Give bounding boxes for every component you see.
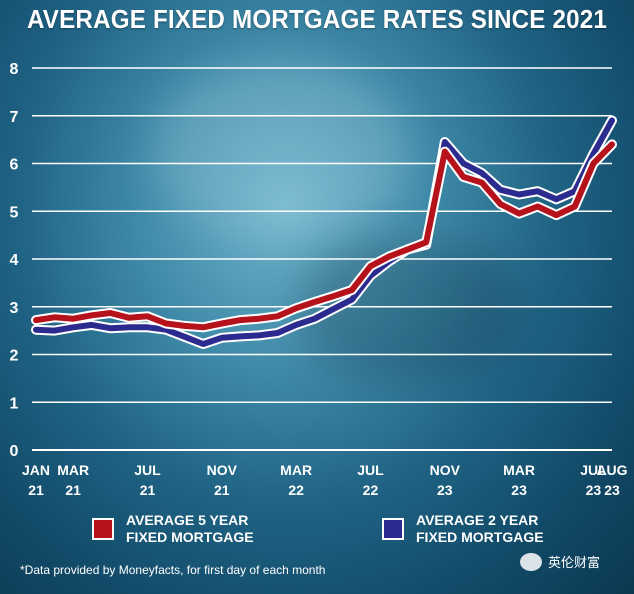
series-outline-two_year	[31, 115, 617, 349]
x-tick-label: 23	[586, 482, 602, 498]
x-tick-label: 21	[28, 482, 44, 498]
y-tick-label: 4	[10, 252, 19, 269]
legend-swatch-five-year	[92, 518, 114, 540]
x-tick-label: 21	[65, 482, 81, 498]
x-axis-ticks: JAN 21 MAR 21 JUL 21 NOV 21 MAR 22 JUL 22 NOV 23 MAR 23…	[22, 462, 628, 498]
y-tick-label: 7	[10, 109, 19, 126]
chart-title: AVERAGE FIXED MORTGAGE RATES SINCE 2021	[26, 4, 608, 34]
x-tick-label: 23	[511, 482, 527, 498]
x-tick-label: JUL	[134, 462, 161, 478]
y-tick-label: 2	[10, 348, 19, 365]
legend-swatch-two-year	[382, 518, 404, 540]
y-tick-label: 3	[10, 300, 19, 317]
x-tick-label: MAR	[503, 462, 535, 478]
wechat-icon	[520, 552, 542, 571]
series-line-five_year	[33, 141, 615, 331]
x-tick-label: JUL	[357, 462, 384, 478]
x-tick-label: NOV	[207, 462, 238, 478]
y-tick-label: 5	[10, 204, 19, 221]
legend-label-five-year: AVERAGE 5 YEAR FIXED MORTGAGE	[126, 512, 254, 545]
footnote: *Data provided by Moneyfacts, for first …	[20, 563, 326, 577]
x-tick-label: 21	[214, 482, 230, 498]
gridlines	[32, 67, 612, 451]
y-tick-label: 0	[10, 443, 19, 460]
y-tick-label: 6	[10, 157, 19, 174]
y-axis-ticks: 0 1 2 3 4 5 6 7 8	[10, 61, 19, 460]
x-tick-label: JUL	[580, 462, 607, 478]
legend-item-five-year: AVERAGE 5 YEAR FIXED MORTGAGE	[92, 512, 276, 546]
x-tick-label: 23	[437, 482, 453, 498]
y-tick-label: 1	[10, 395, 19, 412]
series-line-two_year	[33, 117, 615, 347]
x-tick-label: MAR	[57, 462, 89, 478]
watermark-text: 英伦财富	[548, 556, 601, 571]
x-tick-label: MAR	[280, 462, 312, 478]
x-tick-label: 22	[363, 482, 379, 498]
series-lines	[31, 115, 617, 349]
x-tick-label: NOV	[430, 462, 461, 478]
x-tick-label: 21	[140, 482, 156, 498]
x-tick-label: JAN	[22, 462, 50, 478]
x-tick-label: 22	[288, 482, 304, 498]
legend-item-two-year: AVERAGE 2 YEAR FIXED MORTGAGE	[382, 512, 566, 546]
legend-label-two-year: AVERAGE 2 YEAR FIXED MORTGAGE	[416, 512, 544, 545]
watermark: 英伦财富	[520, 552, 600, 571]
x-tick-label: 23	[604, 482, 620, 498]
background-highlight	[150, 60, 410, 240]
x-tick-label: AUG	[596, 462, 627, 478]
y-tick-label: 8	[10, 61, 19, 78]
